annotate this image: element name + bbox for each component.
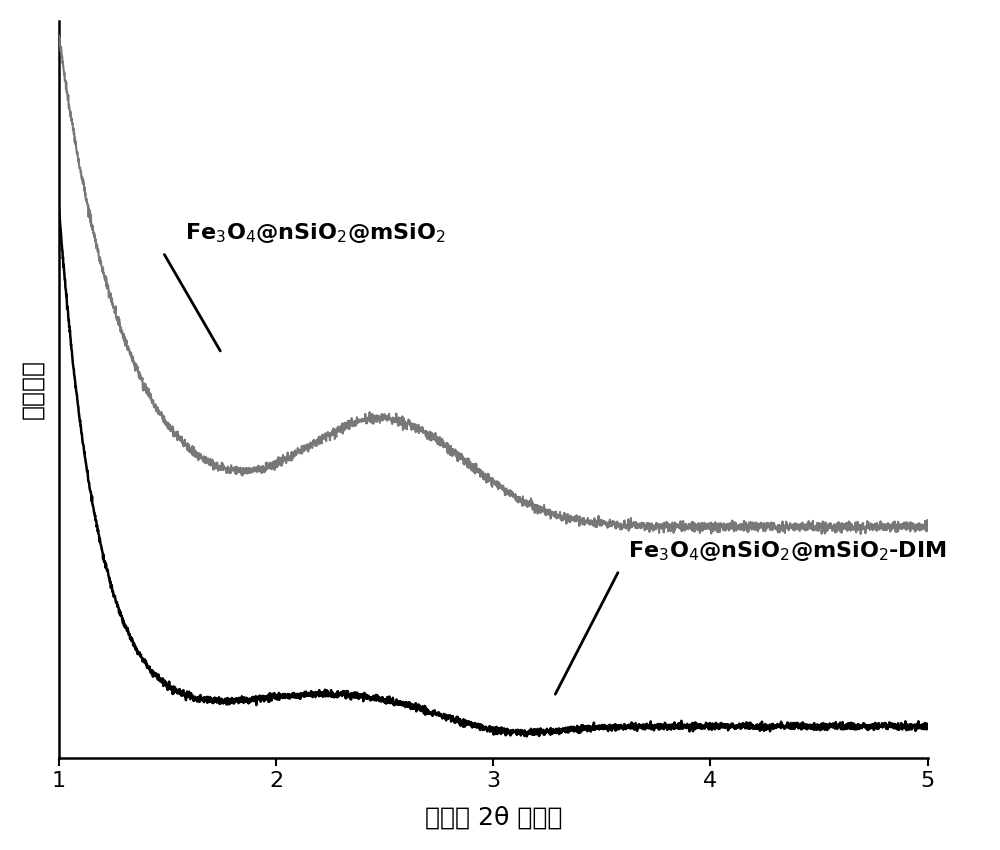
Text: Fe$_3$O$_4$@nSiO$_2$@mSiO$_2$-DIM: Fe$_3$O$_4$@nSiO$_2$@mSiO$_2$-DIM <box>628 539 947 563</box>
Text: Fe$_3$O$_4$@nSiO$_2$@mSiO$_2$: Fe$_3$O$_4$@nSiO$_2$@mSiO$_2$ <box>185 221 445 245</box>
X-axis label: 衍射角 2θ （度）: 衍射角 2θ （度） <box>425 805 562 829</box>
Y-axis label: 衍射强度: 衍射强度 <box>21 360 45 419</box>
